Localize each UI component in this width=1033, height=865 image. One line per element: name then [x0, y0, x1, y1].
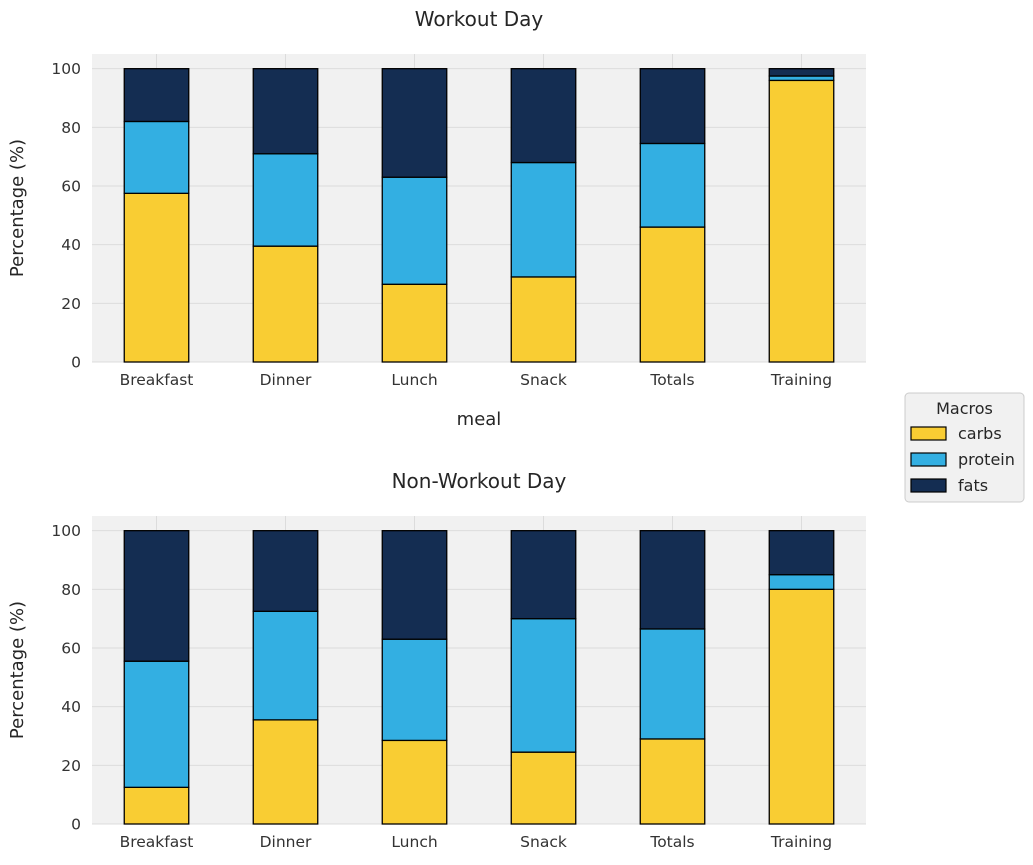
bar-dinner-carbs	[252, 245, 319, 363]
y-tick-label: 20	[61, 757, 81, 775]
bar-breakfast-carbs	[123, 192, 190, 363]
legend-title: Macros	[936, 399, 993, 418]
y-tick-label: 80	[61, 119, 81, 137]
plot-area	[92, 516, 866, 824]
legend-label-protein: protein	[958, 450, 1015, 469]
bar-training-carbs	[768, 79, 835, 363]
y-axis-label: Percentage (%)	[7, 601, 28, 739]
x-tick-label-totals: Totals	[649, 371, 694, 389]
bar-totals-fats	[639, 530, 706, 630]
legend-label-carbs: carbs	[958, 424, 1002, 443]
x-tick-label-lunch: Lunch	[391, 833, 437, 851]
y-axis-label: Percentage (%)	[7, 139, 28, 277]
bar-totals-carbs	[639, 226, 706, 363]
x-tick-label-dinner: Dinner	[260, 371, 312, 389]
plot-area	[92, 54, 866, 362]
legend-swatch-protein	[910, 452, 947, 467]
bar-snack-protein	[510, 161, 577, 278]
y-tick-label: 100	[51, 60, 81, 78]
bar-snack-fats	[510, 68, 577, 164]
bar-dinner-protein	[252, 610, 319, 721]
bar-breakfast-protein	[123, 660, 190, 788]
y-tick-label: 20	[61, 295, 81, 313]
x-tick-label-lunch: Lunch	[391, 371, 437, 389]
bar-dinner-carbs	[252, 719, 319, 825]
bar-training-protein	[768, 75, 835, 82]
y-tick-label: 80	[61, 581, 81, 599]
non-workout-day-panel: 0 20 40 60 80 100 Breakfast Dinner Lunch Snack Tot…	[7, 469, 866, 851]
bar-lunch-carbs	[381, 739, 448, 825]
bar-training-fats	[768, 68, 835, 77]
bar-snack-carbs	[510, 276, 577, 363]
bar-snack-protein	[510, 618, 577, 753]
bar-breakfast-fats	[123, 530, 190, 662]
bar-training-fats	[768, 530, 835, 576]
y-tick-label: 0	[71, 354, 81, 372]
chart-title: Non-Workout Day	[392, 469, 567, 493]
y-tick-label: 60	[61, 640, 81, 658]
bar-totals-fats	[639, 68, 706, 145]
y-tick-label: 40	[61, 236, 81, 254]
bar-totals-protein	[639, 628, 706, 740]
bar-totals-carbs	[639, 738, 706, 825]
legend-label-fats: fats	[958, 476, 988, 495]
bar-lunch-protein	[381, 176, 448, 285]
y-tick-label: 40	[61, 698, 81, 716]
x-tick-label-training: Training	[770, 371, 832, 389]
bar-snack-fats	[510, 530, 577, 620]
legend: Macros carbs protein fats	[904, 392, 1025, 503]
x-tick-label-snack: Snack	[520, 833, 567, 851]
bar-breakfast-protein	[123, 120, 190, 194]
workout-day-panel: 0 20 40 60 80 100 Breakfast Dinner Lunch Snack Tot…	[7, 7, 866, 430]
bar-dinner-protein	[252, 153, 319, 247]
bar-lunch-fats	[381, 530, 448, 640]
bar-lunch-fats	[381, 68, 448, 178]
x-tick-label-breakfast: Breakfast	[120, 371, 194, 389]
legend-swatch-fats	[910, 478, 947, 493]
y-tick-label: 100	[51, 522, 81, 540]
legend-swatch-carbs	[910, 426, 947, 441]
x-axis-label: meal	[457, 409, 502, 430]
bar-dinner-fats	[252, 68, 319, 155]
y-tick-label: 60	[61, 178, 81, 196]
x-tick-label-totals: Totals	[649, 833, 694, 851]
bar-training-protein	[768, 574, 835, 590]
bar-dinner-fats	[252, 530, 319, 612]
x-tick-label-training: Training	[770, 833, 832, 851]
chart-title: Workout Day	[415, 7, 544, 31]
bar-lunch-protein	[381, 638, 448, 742]
bar-breakfast-carbs	[123, 786, 190, 825]
y-tick-label: 0	[71, 816, 81, 834]
x-tick-label-dinner: Dinner	[260, 833, 312, 851]
bar-training-carbs	[768, 588, 835, 825]
bar-breakfast-fats	[123, 68, 190, 123]
bar-lunch-carbs	[381, 283, 448, 363]
bar-snack-carbs	[510, 751, 577, 825]
legend-box	[904, 392, 1025, 503]
x-tick-label-breakfast: Breakfast	[120, 833, 194, 851]
bar-totals-protein	[639, 142, 706, 228]
x-tick-label-snack: Snack	[520, 371, 567, 389]
